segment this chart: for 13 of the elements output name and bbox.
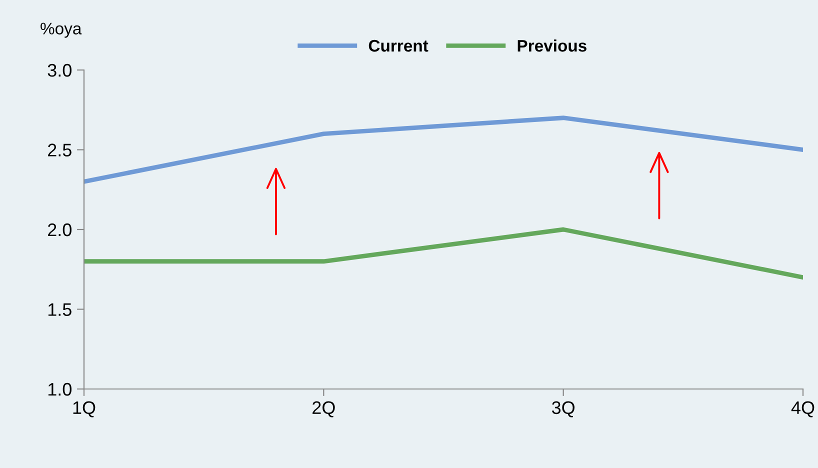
y-tick-label: 3.0 [48, 64, 72, 77]
y-tick-label: 2.0 [48, 223, 72, 236]
x-tick-label: 4Q [791, 401, 814, 418]
line-series [84, 116, 803, 184]
y-tick-label: 1.0 [48, 382, 72, 396]
y-axis-title: %oya [40, 22, 82, 38]
legend-label: Current [368, 40, 428, 52]
legend-label: Previous [518, 39, 586, 52]
x-tick-label: 2Q [312, 401, 335, 418]
y-tick-label: 1.5 [48, 303, 72, 316]
y-tick-label: 2.5 [48, 144, 72, 156]
x-tick-label: 3Q [552, 401, 575, 418]
x-tick-label: 1Q [73, 401, 96, 418]
